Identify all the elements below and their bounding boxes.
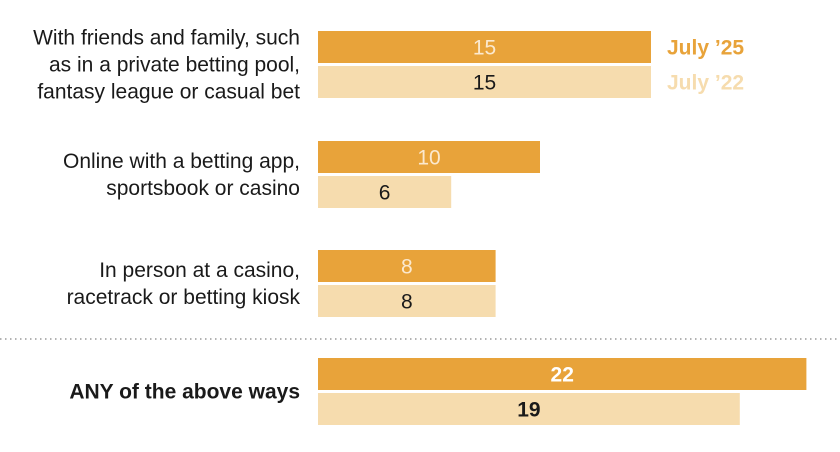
data-label: 15 [473,37,496,60]
bar-july-25 [318,358,807,390]
bar-july-22 [318,285,496,317]
data-label: 10 [417,147,440,170]
legend-entry: July ’25 [667,37,744,60]
data-label: 8 [401,291,413,314]
legend-entry: July ’22 [667,72,744,95]
data-label: 6 [379,182,391,205]
category-label: In person at a casino, [99,259,300,282]
category-label: sportsbook or casino [106,177,300,200]
category-label: With friends and family, such [33,27,300,50]
bar-july-25 [318,141,540,173]
category-label: racetrack or betting kiosk [67,286,301,309]
data-label: 22 [551,364,574,387]
category-label: ANY of the above ways [69,381,300,404]
category-label: fantasy league or casual bet [37,81,300,104]
data-label: 8 [401,256,413,279]
bar-july-22 [318,393,740,425]
data-label: 19 [517,399,540,422]
category-label: as in a private betting pool, [49,54,300,77]
bar-july-25 [318,250,496,282]
bar-july-22 [318,176,452,208]
bar-july-25 [318,31,651,63]
category-label: Online with a betting app, [63,150,300,173]
data-label: 15 [473,72,496,95]
bar-july-22 [318,66,651,98]
